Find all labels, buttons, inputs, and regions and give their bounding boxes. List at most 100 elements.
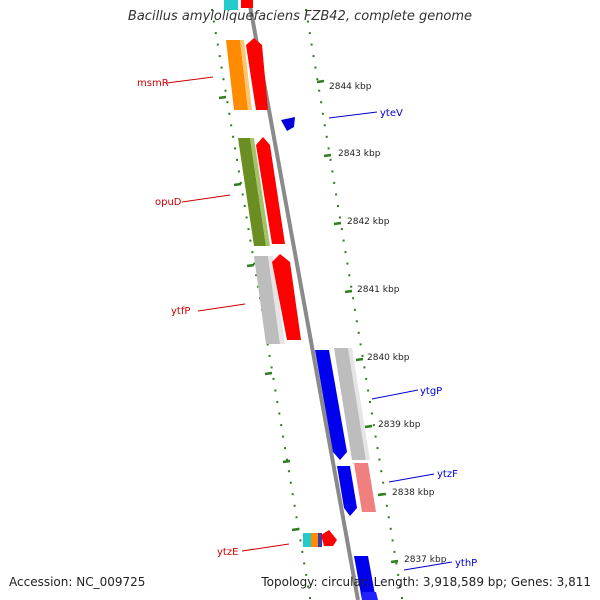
feature-ytgP (315, 348, 370, 460)
tick-mark (355, 357, 364, 362)
ring-dot (232, 135, 235, 138)
ring-dot (384, 493, 387, 496)
ring-dot (224, 89, 227, 92)
gene-label-ytzE: ytzE (217, 547, 238, 558)
ring-dot (257, 285, 260, 288)
ring-dot (312, 55, 315, 58)
feature-ythP (354, 556, 378, 600)
tick-mark (333, 221, 342, 226)
tick-mark (364, 424, 373, 429)
gene-label-ytzF: ytzF (437, 469, 458, 480)
ring-dot (325, 135, 328, 138)
ring-dot (268, 354, 271, 357)
ring-dot (352, 297, 355, 300)
ring-dot (316, 78, 319, 81)
ring-dot (287, 470, 290, 473)
ring-dot (255, 274, 258, 277)
tick-mark (264, 371, 273, 376)
ring-dot (337, 205, 339, 207)
ring-dot (218, 55, 221, 58)
ring-dot (222, 78, 225, 81)
ring-dot (367, 389, 370, 392)
ring-dot (395, 562, 398, 565)
ring-dot (387, 516, 390, 519)
ring-dot (226, 101, 229, 104)
ring-dot (385, 504, 388, 507)
ring-dot (393, 550, 396, 553)
ring-dot (253, 262, 256, 265)
ring-dot (243, 205, 246, 207)
ring-dot (305, 573, 308, 576)
ring-dot (272, 377, 275, 380)
kbp-label: 2844 kbp (329, 82, 372, 92)
ring-dot (346, 262, 349, 265)
kbp-label: 2838 kbp (392, 488, 435, 498)
ring-dot (291, 493, 294, 496)
ring-dot (308, 32, 311, 35)
ring-dot (338, 216, 341, 219)
ring-dot (340, 228, 343, 231)
ring-dot (372, 424, 375, 427)
ring-dot (310, 43, 313, 46)
ring-dot (282, 435, 285, 438)
gene-label-ytgP: ytgP (420, 386, 442, 397)
ring-dot (391, 539, 394, 542)
ring-dot (211, 9, 213, 11)
ring-dot (369, 401, 371, 403)
kbp-label: 2840 kbp (367, 353, 410, 363)
tick-mark (291, 527, 300, 532)
ring-dot (397, 573, 400, 576)
ring-dot (251, 251, 254, 254)
ring-dot (331, 170, 334, 173)
kbp-label: 2839 kbp (378, 420, 421, 430)
ring-dot (365, 377, 368, 380)
feature-msmR (226, 38, 268, 110)
ring-dot (266, 343, 269, 346)
ring-dot (376, 447, 379, 450)
ring-dot (212, 20, 215, 23)
gene-label-ytfP: ytfP (171, 306, 190, 317)
ring-dot (301, 550, 304, 553)
ring-dot (361, 354, 364, 357)
tick-mark (233, 182, 242, 187)
kbp-ticks (218, 79, 399, 564)
ring-dot (230, 124, 233, 127)
ring-dot (303, 562, 306, 565)
ring-dot (359, 343, 362, 346)
ring-dot (249, 239, 252, 242)
ring-dot (344, 251, 347, 254)
ring-dot (327, 147, 330, 150)
tick-mark (246, 263, 255, 268)
ring-dot (284, 447, 286, 450)
genome-backbone (247, 0, 360, 600)
kbp-label: 2837 kbp (404, 555, 447, 565)
ring-dot (353, 308, 356, 311)
ring-dot (247, 228, 250, 231)
genome-summary: Topology: circular; Length: 3,918,589 bp… (261, 575, 591, 589)
tick-mark (218, 95, 227, 100)
ring-dot (234, 147, 237, 150)
ring-dot (214, 32, 217, 35)
ring-dot (280, 424, 283, 427)
ring-dot (374, 435, 377, 438)
tick-mark (316, 79, 325, 84)
accession-text: Accession: NC_009725 (9, 575, 146, 589)
ring-dot (289, 481, 292, 484)
feature-yteV-arrow (281, 117, 295, 131)
feature-ytfP (254, 254, 301, 344)
tick-mark (323, 153, 332, 158)
tick-mark (282, 459, 291, 464)
gene-label-opuD: opuD (155, 197, 182, 208)
ring-dot (363, 366, 366, 369)
ring-dot (321, 112, 324, 115)
ring-dot (295, 516, 298, 519)
map-title: Bacillus amyloliquefaciens FZB42, comple… (127, 9, 473, 24)
leader-lines (166, 76, 453, 571)
feature-top (224, 0, 253, 10)
ring-dot (323, 124, 326, 127)
ring-dot (309, 597, 311, 599)
feature-ytzE (303, 530, 337, 547)
ring-dot (307, 585, 310, 588)
ring-dot (314, 66, 317, 69)
